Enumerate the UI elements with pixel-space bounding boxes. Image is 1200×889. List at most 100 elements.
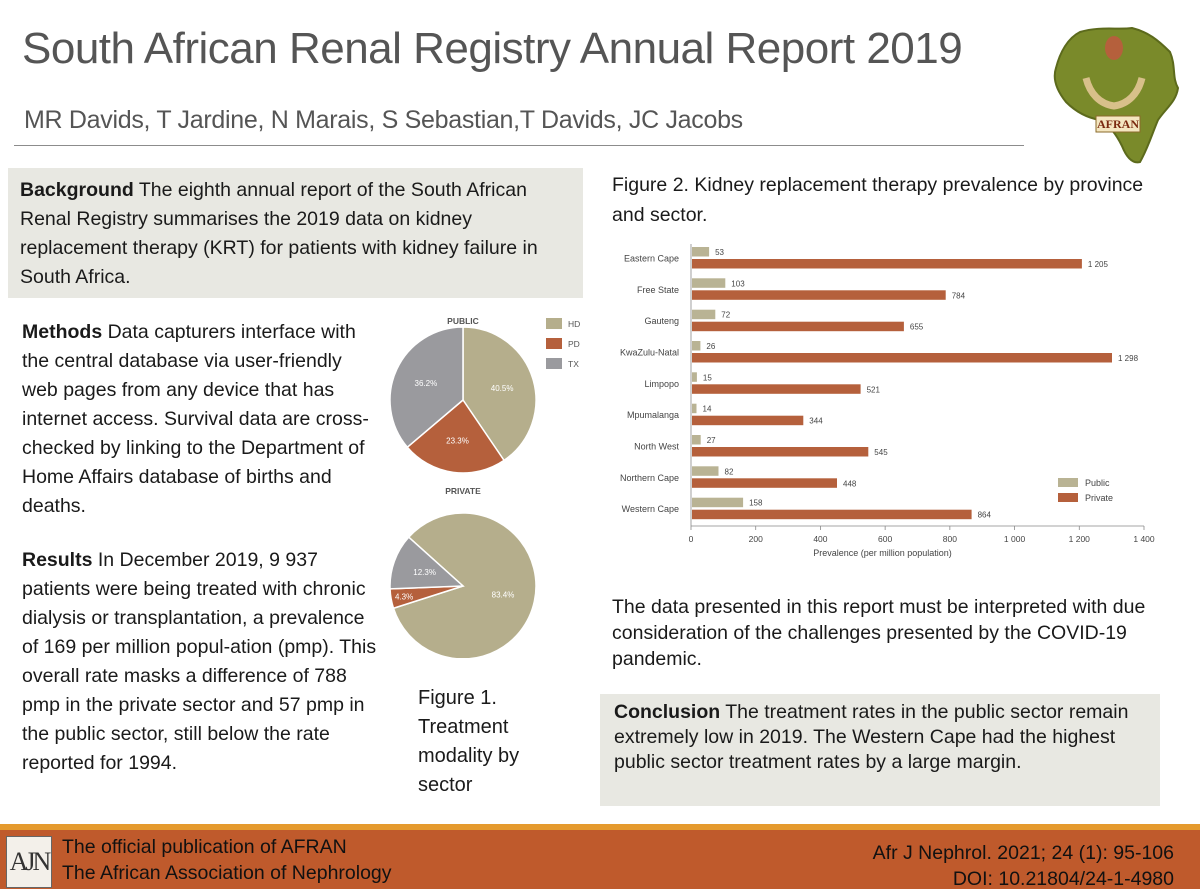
bar-x-tick-label: 600 xyxy=(878,534,892,544)
bar-category-gauteng: Gauteng xyxy=(644,316,679,326)
pie-label-public-tx: 36.2% xyxy=(415,379,438,388)
bar-private-mpumalanga xyxy=(692,415,804,426)
bar-value-private-northern-cape: 448 xyxy=(843,479,857,488)
background-label: Background xyxy=(20,179,134,201)
results-text: In December 2019, 9 937 patients were be… xyxy=(22,549,377,774)
bar-legend-swatch-public xyxy=(1058,478,1078,487)
ajn-logo: AJN xyxy=(6,836,52,888)
bar-value-public-north-west: 27 xyxy=(707,436,716,445)
figure1-caption: Figure 1. Treatment modality by sector xyxy=(418,687,520,796)
bar-private-limpopo xyxy=(692,384,861,394)
conclusion-box: Conclusion The treatment rates in the pu… xyxy=(600,694,1160,806)
pie-slice-private-hd xyxy=(392,512,537,658)
pie-slice-public-pd xyxy=(406,398,506,474)
pie-label-public-pd: 23.3% xyxy=(446,437,469,446)
bar-private-northern-cape xyxy=(692,478,837,488)
methods-text: Data capturers interface with the centra… xyxy=(22,321,369,517)
figure2-caption: Figure 2. Kidney replacement therapy pre… xyxy=(612,174,1144,226)
pie-slice-public-tx xyxy=(390,326,464,449)
bar-value-public-limpopo: 15 xyxy=(703,373,712,382)
bar-value-public-eastern-cape: 53 xyxy=(715,248,724,257)
bar-value-public-mpumalanga: 14 xyxy=(703,405,712,414)
bar-public-eastern-cape xyxy=(692,247,710,257)
bar-category-north-west: North West xyxy=(634,442,679,452)
bar-public-mpumalanga xyxy=(692,403,697,414)
bar-private-north-west xyxy=(692,447,869,457)
bar-value-public-free-state: 103 xyxy=(731,279,745,288)
bar-category-free-state: Free State xyxy=(637,285,679,295)
methods-label: Methods xyxy=(22,321,103,343)
bar-private-gauteng xyxy=(692,321,904,332)
pie-legend-label-tx: TX xyxy=(568,359,579,369)
pie-legend-label-pd: PD xyxy=(568,339,580,349)
bar-public-limpopo xyxy=(692,372,697,382)
footer-citation-line1: Afr J Nephrol. 2021; 24 (1): 95-106 xyxy=(872,842,1174,864)
bar-value-private-western-cape: 864 xyxy=(978,511,992,520)
bar-value-private-north-west: 545 xyxy=(874,448,888,457)
background-text: The eighth annual report of the South Af… xyxy=(20,179,538,288)
pie-legend-swatch-hd xyxy=(546,318,562,329)
bar-x-axis-label: Prevalence (per million population) xyxy=(813,548,952,558)
bar-x-tick-label: 800 xyxy=(943,534,957,544)
footer-citation-line2: DOI: 10.21804/24-1-4980 xyxy=(952,868,1174,889)
figure2-bar-chart: Eastern Cape 53 1 205 Free State 103 784 Gaute… xyxy=(620,244,1155,558)
bar-private-western-cape xyxy=(692,509,972,520)
pie-legend-swatch-tx xyxy=(546,358,562,369)
pie-label-private-hd: 83.4% xyxy=(492,591,515,600)
bar-value-public-western-cape: 158 xyxy=(749,499,763,508)
bar-category-limpopo: Limpopo xyxy=(644,379,679,389)
bar-public-kwazulu-natal xyxy=(692,341,701,351)
report-title: South African Renal Registry Annual Repo… xyxy=(22,24,963,73)
pie-title-private: PRIVATE xyxy=(445,486,481,496)
bar-value-private-kwazulu-natal: 1 298 xyxy=(1118,354,1139,363)
bar-value-private-limpopo: 521 xyxy=(867,385,881,394)
bar-public-gauteng xyxy=(692,309,716,320)
bar-public-northern-cape xyxy=(692,466,719,476)
bar-legend-label-private: Private xyxy=(1085,493,1113,503)
conclusion-label: Conclusion xyxy=(614,701,721,723)
background-box: Background The eighth annual report of t… xyxy=(8,168,583,298)
bar-x-tick-label: 0 xyxy=(689,534,694,544)
bar-private-eastern-cape xyxy=(692,259,1082,269)
pie-title-public: PUBLIC xyxy=(447,316,479,326)
bar-private-free-state xyxy=(692,290,946,300)
conclusion-text: The treatment rates in the public sector… xyxy=(614,701,1129,773)
pie-slice-public-hd xyxy=(462,326,537,462)
bar-category-kwazulu-natal: KwaZulu-Natal xyxy=(620,348,679,358)
footer-publisher-line1: The official publication of AFRAN xyxy=(62,836,347,858)
bar-x-tick-label: 1 400 xyxy=(1133,534,1155,544)
pie-label-public-hd: 40.5% xyxy=(491,384,514,393)
bar-value-private-mpumalanga: 344 xyxy=(809,417,823,426)
afran-logo-text: AFRAN xyxy=(1097,117,1139,131)
bar-x-tick-label: 1 200 xyxy=(1069,534,1091,544)
pie-label-private-tx: 12.3% xyxy=(413,568,436,577)
bar-category-mpumalanga: Mpumalanga xyxy=(627,410,679,420)
results-label: Results xyxy=(22,549,93,571)
bar-x-tick-label: 200 xyxy=(749,534,763,544)
bar-legend-swatch-private xyxy=(1058,493,1078,502)
pie-legend-label-hd: HD xyxy=(568,319,580,329)
bar-value-public-gauteng: 72 xyxy=(721,311,730,320)
authors-line: MR Davids, T Jardine, N Marais, S Sebast… xyxy=(24,106,743,134)
bar-value-private-free-state: 784 xyxy=(952,291,966,300)
bar-public-north-west xyxy=(692,435,701,445)
bar-value-public-kwazulu-natal: 26 xyxy=(706,342,715,351)
bar-public-free-state xyxy=(692,278,726,288)
bar-x-tick-label: 400 xyxy=(813,534,827,544)
afran-logo: AFRAN xyxy=(1053,26,1180,164)
bar-category-eastern-cape: Eastern Cape xyxy=(624,254,679,264)
bar-category-northern-cape: Northern Cape xyxy=(620,473,679,483)
bar-category-western-cape: Western Cape xyxy=(622,504,679,514)
results-section: Results In December 2019, 9 937 patients… xyxy=(22,546,382,778)
pie-legend-swatch-pd xyxy=(546,338,562,349)
footer-bar: AJN The official publication of AFRAN Th… xyxy=(0,824,1200,889)
bar-x-tick-label: 1 000 xyxy=(1004,534,1026,544)
footer-publisher-line2: The African Association of Nephrology xyxy=(62,862,392,884)
bar-private-kwazulu-natal xyxy=(692,353,1112,363)
footer-publisher: The official publication of AFRAN The Af… xyxy=(62,834,392,886)
covid-note: The data presented in this report must b… xyxy=(612,596,1146,670)
pie-label-private-pd: 4.3% xyxy=(395,592,413,601)
methods-section: Methods Data capturers interface with th… xyxy=(22,318,382,521)
pie-slice-private-tx xyxy=(390,536,465,590)
bar-public-western-cape xyxy=(692,497,744,508)
